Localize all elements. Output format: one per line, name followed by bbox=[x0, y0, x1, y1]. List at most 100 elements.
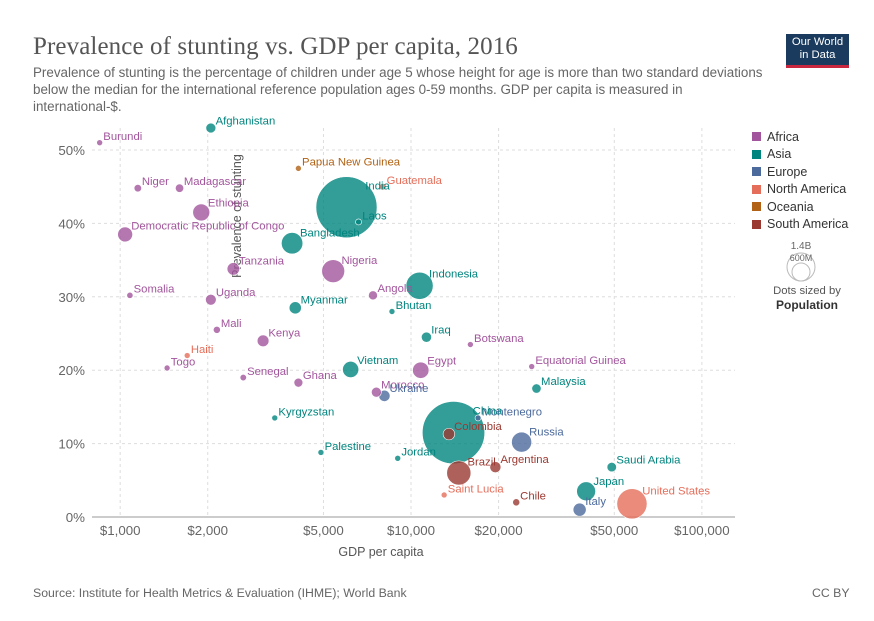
data-label: Laos bbox=[362, 210, 387, 222]
data-label: India bbox=[365, 180, 390, 192]
size-legend-note: Dots sized by Population bbox=[752, 284, 862, 312]
legend-swatch bbox=[752, 132, 761, 142]
data-labels: Burundi Afghanistan Papua New Guinea Niger M… bbox=[103, 115, 710, 508]
chart-subtitle: Prevalence of stunting is the percentage… bbox=[33, 65, 763, 114]
legend-label: Europe bbox=[767, 164, 808, 179]
legend-item[interactable]: Oceania bbox=[752, 198, 848, 216]
size-legend: 1.4B 600M bbox=[786, 241, 816, 282]
data-point[interactable] bbox=[126, 291, 134, 299]
data-point[interactable] bbox=[616, 488, 648, 520]
data-point[interactable] bbox=[281, 232, 304, 255]
data-label: Jordan bbox=[401, 447, 436, 459]
data-label: China bbox=[473, 405, 503, 417]
legend-item[interactable]: Asia bbox=[752, 146, 848, 164]
legend-swatch bbox=[752, 202, 761, 212]
source-note[interactable]: Source: Institute for Health Metrics & E… bbox=[33, 586, 407, 600]
data-point[interactable] bbox=[572, 502, 587, 517]
data-label: Equatorial Guinea bbox=[535, 355, 626, 367]
legend-item[interactable]: Africa bbox=[752, 128, 848, 146]
data-point[interactable] bbox=[205, 122, 217, 134]
data-point[interactable] bbox=[183, 352, 191, 359]
data-point[interactable] bbox=[412, 361, 430, 379]
data-label: Mali bbox=[221, 318, 242, 330]
data-label: Italy bbox=[585, 496, 606, 508]
data-label: Malaysia bbox=[541, 376, 586, 388]
data-point[interactable] bbox=[239, 373, 247, 382]
data-label: Uganda bbox=[216, 287, 256, 299]
y-tick-labels: 0% 10% 20% 30% 40% 50% bbox=[58, 143, 85, 525]
x-tick-label: $5,000 bbox=[303, 523, 344, 538]
data-point[interactable] bbox=[213, 325, 221, 334]
data-label: United States bbox=[642, 485, 710, 497]
data-label: Tanzania bbox=[239, 255, 285, 267]
legend-label: South America bbox=[767, 217, 849, 232]
data-point[interactable] bbox=[531, 383, 542, 394]
data-point[interactable] bbox=[394, 454, 402, 462]
data-point[interactable] bbox=[321, 259, 345, 283]
size-legend-small-circle bbox=[791, 262, 811, 282]
size-legend-small-label: 600M bbox=[790, 253, 813, 263]
x-tick-label: $20,000 bbox=[475, 523, 523, 538]
data-point[interactable] bbox=[467, 341, 474, 348]
data-point[interactable] bbox=[388, 308, 396, 315]
data-point[interactable] bbox=[256, 334, 270, 348]
data-point[interactable] bbox=[511, 431, 532, 453]
legend-label: North America bbox=[767, 182, 847, 197]
data-point[interactable] bbox=[96, 139, 103, 146]
data-label: Guatemala bbox=[387, 175, 443, 187]
x-tick-label: $10,000 bbox=[387, 523, 435, 538]
data-point[interactable] bbox=[317, 449, 325, 456]
data-point[interactable] bbox=[379, 183, 387, 191]
data-point[interactable] bbox=[371, 386, 382, 398]
data-label: Haiti bbox=[191, 344, 214, 356]
y-tick-label: 10% bbox=[58, 437, 85, 452]
size-note-bold: Population bbox=[776, 298, 838, 312]
data-point[interactable] bbox=[271, 414, 279, 422]
x-tick-labels: $1,000 $2,000 $5,000 $10,000 $20,000 $50,000 $… bbox=[100, 523, 730, 538]
license-link[interactable]: CC BY bbox=[812, 586, 850, 600]
data-point[interactable] bbox=[117, 226, 133, 243]
data-label: Iraq bbox=[431, 324, 450, 336]
legend-label: Asia bbox=[767, 147, 792, 162]
data-point[interactable] bbox=[295, 165, 302, 172]
x-tick-label: $2,000 bbox=[187, 523, 228, 538]
data-point[interactable] bbox=[606, 462, 617, 473]
data-label: Saudi Arabia bbox=[616, 454, 681, 466]
data-point[interactable] bbox=[474, 414, 482, 422]
data-point[interactable] bbox=[163, 364, 171, 372]
data-label: Russia bbox=[529, 427, 564, 439]
data-label: Papua New Guinea bbox=[302, 157, 401, 169]
data-point[interactable] bbox=[342, 361, 360, 378]
legend: Africa Asia Europe North America Oceania Sout… bbox=[752, 128, 848, 233]
y-tick-label: 30% bbox=[58, 290, 85, 305]
legend-swatch bbox=[752, 167, 761, 177]
data-point[interactable] bbox=[489, 461, 502, 473]
data-point[interactable] bbox=[226, 262, 240, 276]
data-point[interactable] bbox=[421, 331, 432, 343]
data-point[interactable] bbox=[293, 377, 304, 388]
data-label: Chile bbox=[520, 490, 546, 502]
data-point[interactable] bbox=[205, 294, 217, 306]
data-point[interactable] bbox=[528, 363, 536, 370]
data-label: Argentina bbox=[500, 454, 549, 466]
legend-item[interactable]: South America bbox=[752, 216, 848, 234]
data-point[interactable] bbox=[175, 183, 185, 193]
data-point[interactable] bbox=[355, 218, 362, 226]
legend-item[interactable]: North America bbox=[752, 181, 848, 199]
data-point[interactable] bbox=[405, 271, 434, 300]
data-point[interactable] bbox=[133, 184, 142, 193]
data-point[interactable] bbox=[192, 203, 211, 222]
data-point[interactable] bbox=[512, 498, 521, 507]
data-point[interactable] bbox=[576, 481, 596, 502]
data-label: Morocco bbox=[381, 379, 424, 391]
data-point[interactable] bbox=[440, 491, 448, 499]
legend-item[interactable]: Europe bbox=[752, 163, 848, 181]
data-point[interactable] bbox=[288, 301, 302, 315]
data-point[interactable] bbox=[368, 290, 378, 301]
legend-swatch bbox=[752, 149, 761, 159]
y-axis-title: Prevalence of stunting bbox=[230, 154, 244, 278]
data-point[interactable] bbox=[442, 427, 456, 441]
data-point[interactable] bbox=[446, 460, 472, 486]
data-label: Kenya bbox=[268, 328, 301, 340]
owid-logo[interactable]: Our World in Data bbox=[786, 34, 849, 68]
